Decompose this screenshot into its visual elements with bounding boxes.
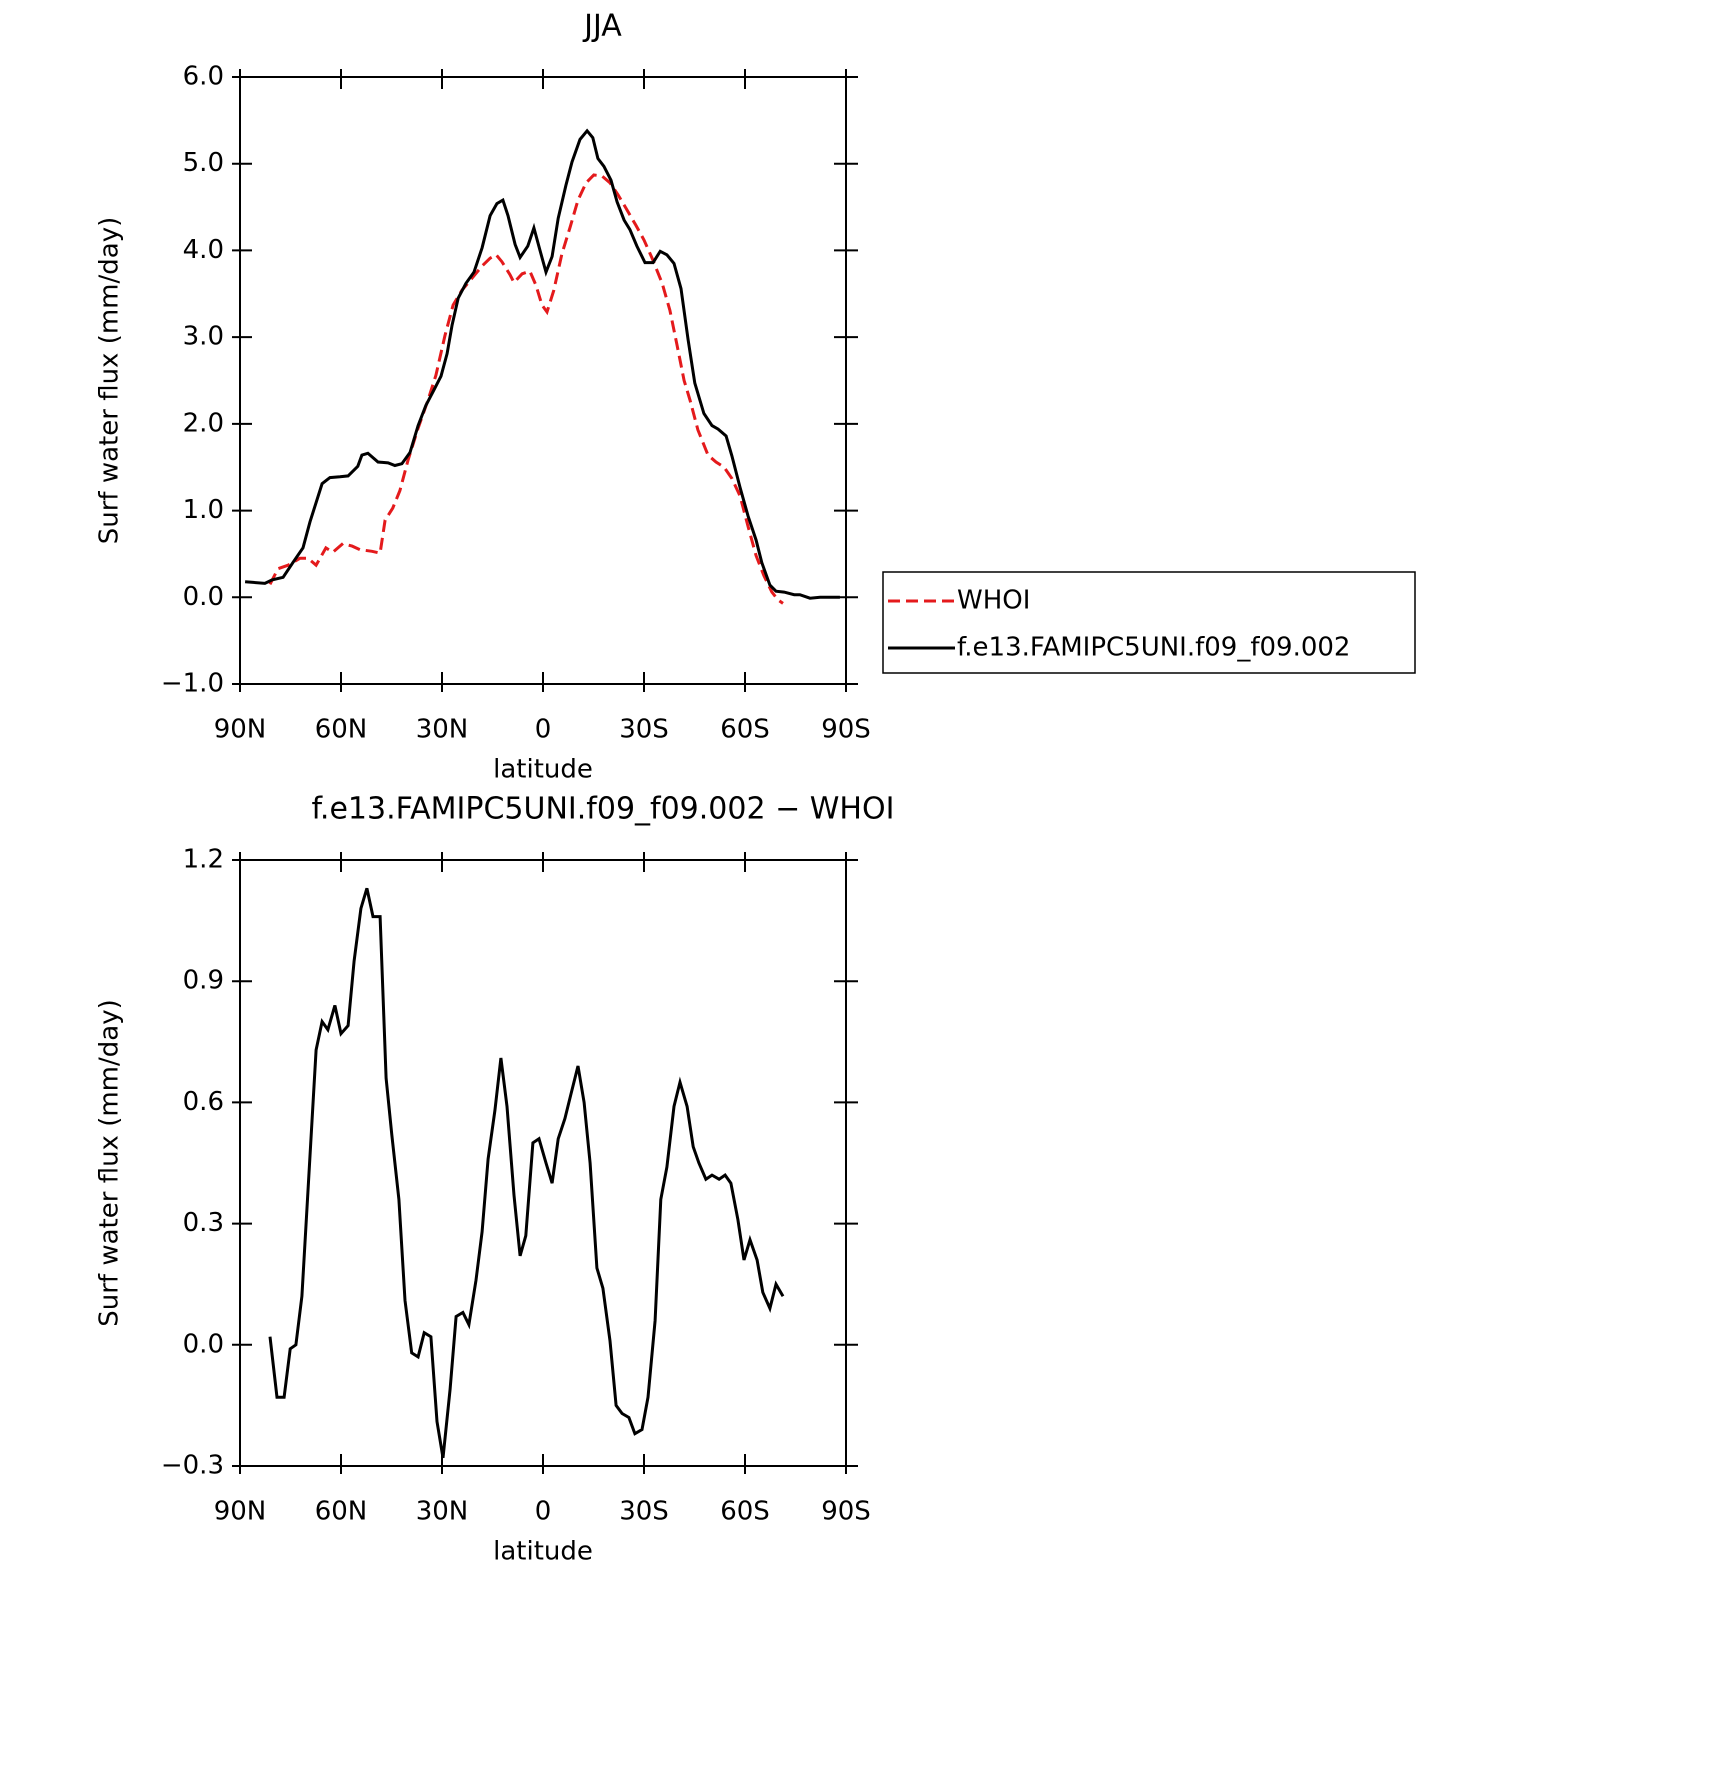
x-tick-label: 60S xyxy=(720,715,770,745)
x-tick-label: 30S xyxy=(619,1497,669,1527)
x-tick-label: 60N xyxy=(315,1497,368,1527)
data-line xyxy=(244,128,840,600)
data-line xyxy=(268,173,784,605)
x-tick-label: 30S xyxy=(619,715,669,745)
x-tick-label: 0 xyxy=(535,1497,552,1527)
data-line xyxy=(268,887,785,1459)
x-tick-label: 30N xyxy=(416,715,469,745)
x-tick-label: 90N xyxy=(214,1497,267,1527)
y-tick-label: −1.0 xyxy=(161,669,224,699)
y-axis-label: Surf water flux (mm/day) xyxy=(95,999,125,1326)
y-tick-label: 0.0 xyxy=(183,1329,224,1359)
y-tick-label: 1.0 xyxy=(183,495,224,525)
y-axis-label: Surf water flux (mm/day) xyxy=(95,217,125,544)
chart-title: f.e13.FAMIPC5UNI.f09_f09.002 − WHOI xyxy=(312,792,895,827)
y-tick-label: 0.6 xyxy=(183,1087,224,1117)
y-tick-label: 4.0 xyxy=(183,235,224,265)
x-tick-label: 90S xyxy=(821,1497,871,1527)
x-axis-label: latitude xyxy=(493,1537,593,1567)
x-tick-label: 90S xyxy=(821,715,871,745)
y-tick-label: 0.0 xyxy=(183,582,224,612)
y-tick-label: 6.0 xyxy=(183,62,224,92)
chart-title: JJA xyxy=(582,9,622,44)
y-tick-label: 5.0 xyxy=(183,148,224,178)
y-tick-label: 0.9 xyxy=(183,966,224,996)
y-tick-label: 3.0 xyxy=(183,322,224,352)
y-tick-label: 1.2 xyxy=(183,845,224,875)
x-tick-label: 30N xyxy=(416,1497,469,1527)
x-tick-label: 0 xyxy=(535,715,552,745)
plot-frame xyxy=(239,859,847,1467)
x-axis-label: latitude xyxy=(493,755,593,785)
x-tick-label: 60N xyxy=(315,715,368,745)
x-tick-label: 60S xyxy=(720,1497,770,1527)
y-tick-label: 2.0 xyxy=(183,408,224,438)
y-tick-label: −0.3 xyxy=(161,1451,224,1481)
legend-box xyxy=(882,571,1416,674)
x-tick-label: 90N xyxy=(214,715,267,745)
legend-label: WHOI xyxy=(957,586,1030,616)
legend-label: f.e13.FAMIPC5UNI.f09_f09.002 xyxy=(957,633,1350,663)
y-tick-label: 0.3 xyxy=(183,1208,224,1238)
plot-frame xyxy=(239,76,847,685)
